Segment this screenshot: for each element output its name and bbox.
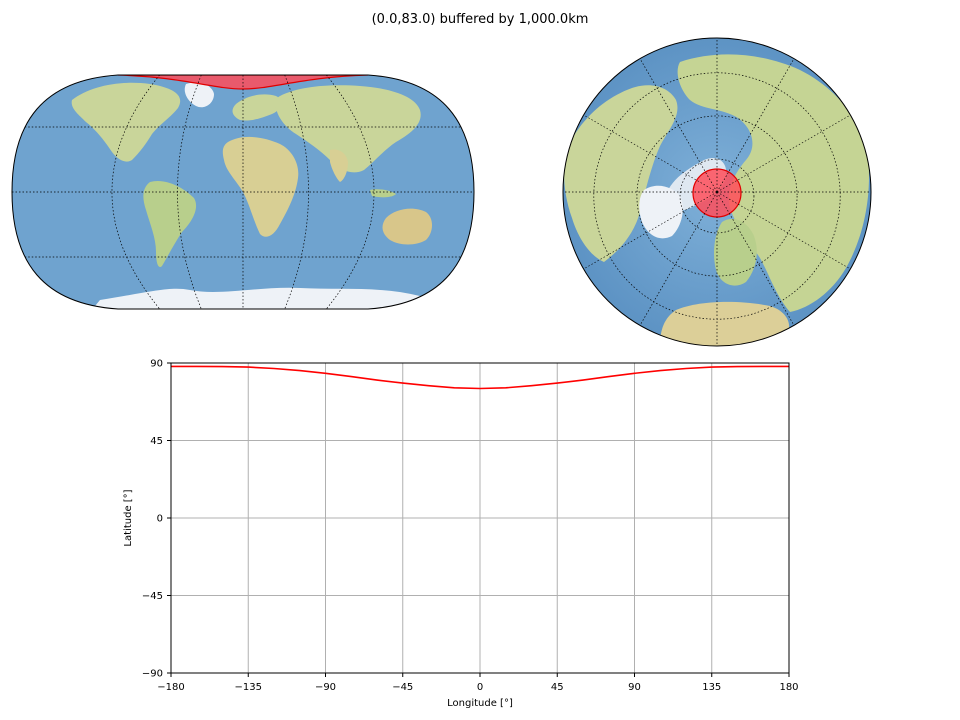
robinson-meridian: [177, 75, 202, 309]
ortho-north-africa: [660, 301, 790, 346]
chart-ticks: −180 −135 −90 −45 0 45 90 135 180 90 45 0 −45 −90: [142, 359, 799, 694]
asia-landmass: [275, 85, 421, 173]
ortho-meridian: [583, 191, 718, 270]
robinson-map[interactable]: [0, 60, 490, 320]
buffer-boundary-line: [171, 365, 789, 390]
chart-xtick-label: −135: [235, 682, 262, 693]
ortho-meridian: [639, 191, 718, 326]
chart-xtick-label: 135: [702, 682, 721, 693]
chart-ytick-label: −90: [142, 669, 163, 680]
robinson-meridian: [326, 75, 375, 309]
indonesia-islands: [370, 189, 396, 198]
chart-ytick-label: −45: [142, 591, 163, 602]
india-landmass: [330, 149, 348, 182]
ortho-meridian: [583, 114, 718, 193]
robinson-meridian: [284, 75, 309, 309]
ortho-europe: [714, 218, 757, 286]
ortho-greenland: [639, 185, 683, 239]
chart-xtick-label: 180: [779, 682, 798, 693]
chart-ytick-label: 45: [150, 436, 163, 447]
ortho-graticule: [563, 38, 871, 346]
ortho-meridian: [716, 191, 795, 326]
ortho-north-america: [564, 85, 678, 262]
antarctica-landmass: [90, 287, 430, 309]
ortho-meridian: [716, 58, 795, 193]
chart-xtick-label: 0: [477, 682, 483, 693]
chart-series-layer: [171, 365, 789, 390]
ortho-meridian: [639, 58, 718, 193]
latlon-chart: −180 −135 −90 −45 0 45 90 135 180 90 45 0 −45 −90 Lon…: [123, 359, 799, 710]
chart-xtick-label: −90: [315, 682, 336, 693]
robinson-map-frame: [11, 74, 475, 310]
figure-title: (0.0,83.0) buffered by 1,000.0km: [371, 12, 589, 27]
chart-xtick-label: 45: [551, 682, 564, 693]
robinson-graticule: [12, 75, 474, 309]
ortho-meridian: [716, 114, 851, 193]
ortho-map-frame: [562, 37, 872, 347]
robinson-meridian: [111, 75, 160, 309]
greenland-landmass: [184, 82, 214, 108]
europe-landmass: [232, 94, 281, 121]
orthographic-map[interactable]: [562, 37, 872, 347]
chart-ylabel: Latitude [°]: [123, 489, 134, 546]
chart-xlabel: Longitude [°]: [447, 698, 513, 709]
africa-landmass: [222, 136, 299, 237]
ortho-eurasia: [677, 54, 870, 312]
chart-ytick-label: 0: [157, 514, 163, 525]
ortho-parallel: [679, 158, 755, 234]
ortho-meridian: [716, 191, 851, 270]
south-america-landmass: [143, 180, 197, 268]
chart-xtick-label: 90: [628, 682, 641, 693]
australia-landmass: [382, 208, 432, 245]
north-america-landmass: [71, 82, 181, 162]
chart-xtick-label: −45: [392, 682, 413, 693]
chart-xtick-label: −180: [157, 682, 184, 693]
chart-ytick-label: 90: [150, 359, 163, 370]
